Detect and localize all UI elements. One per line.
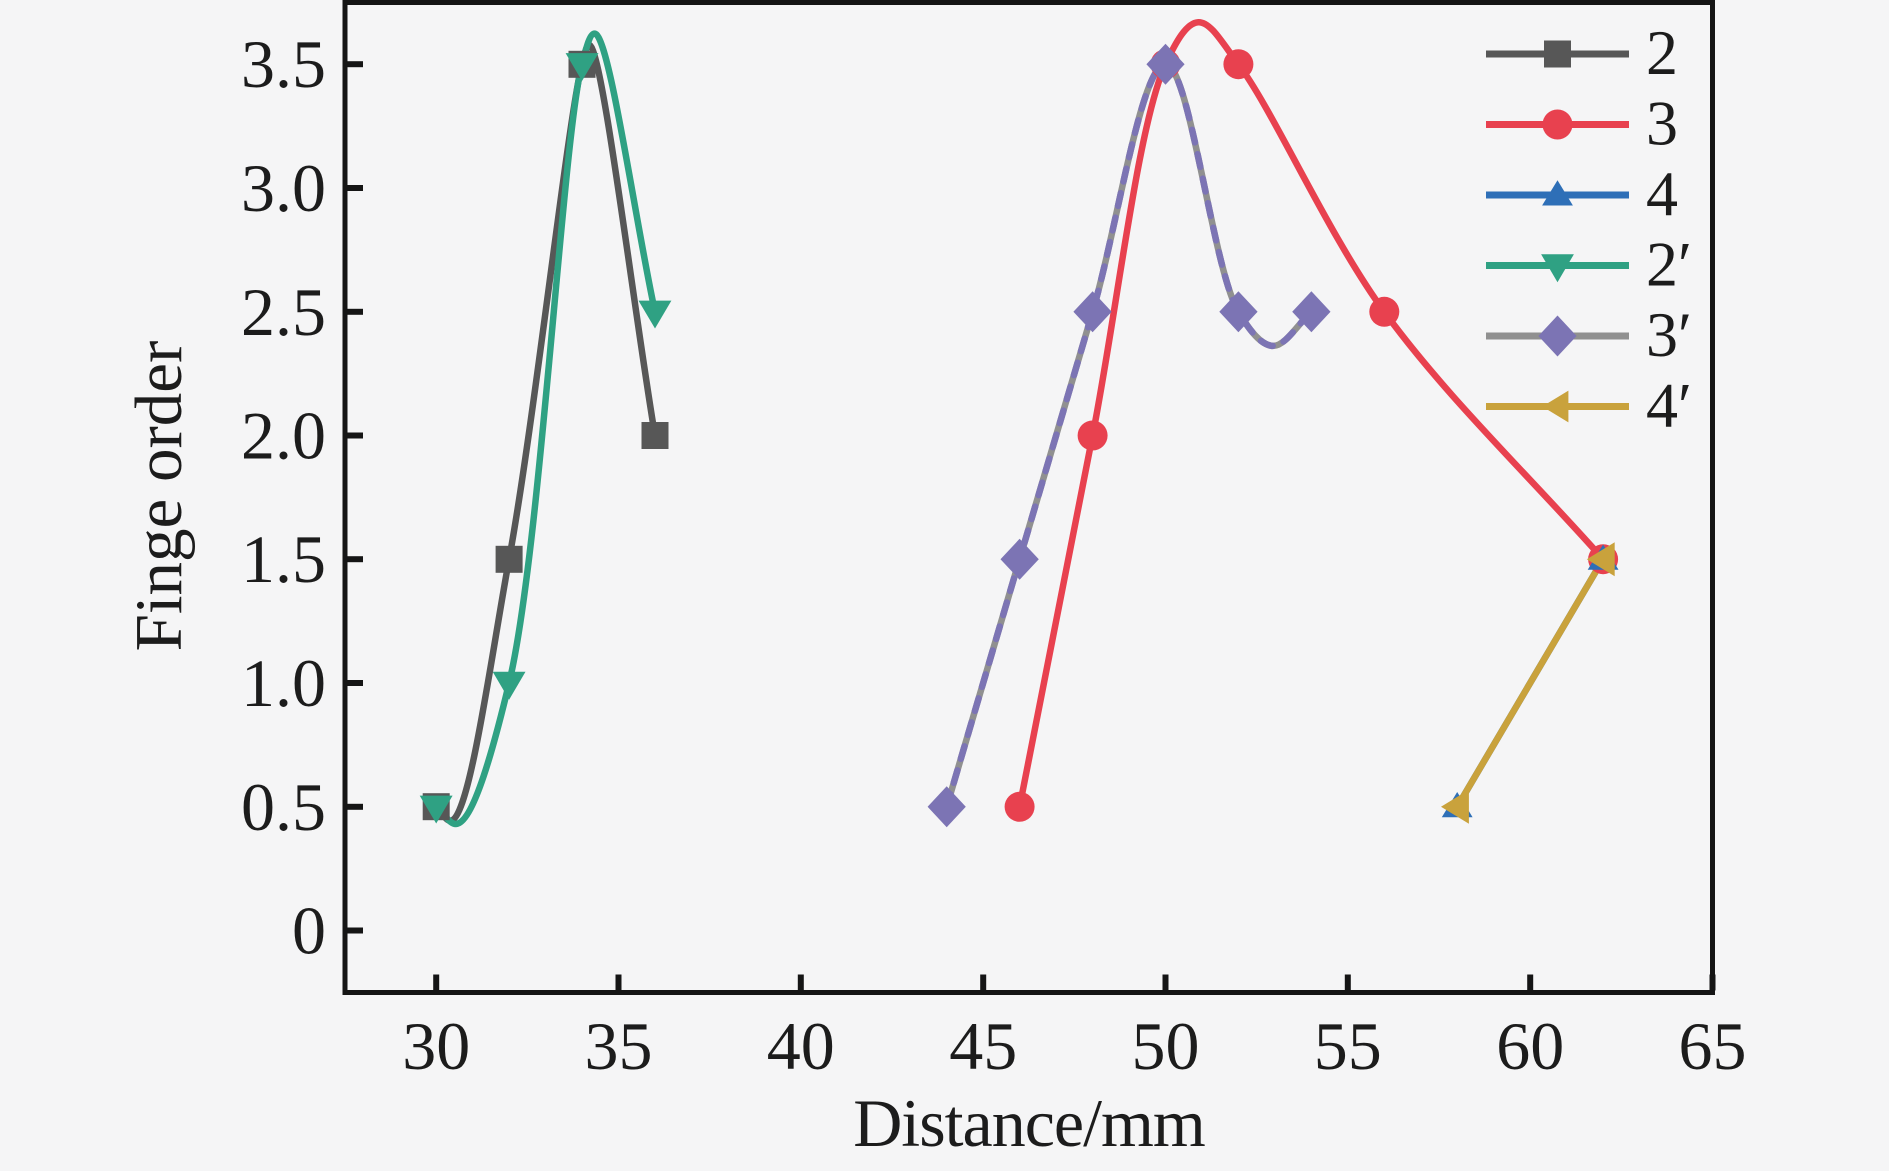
- svg-text:40: 40: [767, 1008, 835, 1084]
- svg-text:4: 4: [1646, 158, 1678, 229]
- svg-text:3.0: 3.0: [241, 150, 326, 226]
- svg-text:2.5: 2.5: [241, 274, 326, 350]
- svg-text:2′: 2′: [1646, 229, 1692, 300]
- svg-text:2: 2: [1646, 17, 1678, 88]
- svg-text:60: 60: [1496, 1008, 1564, 1084]
- svg-text:50: 50: [1132, 1008, 1200, 1084]
- svg-text:0.5: 0.5: [241, 769, 326, 845]
- svg-text:30: 30: [402, 1008, 470, 1084]
- svg-text:Distance/mm: Distance/mm: [853, 1085, 1205, 1161]
- svg-text:3.5: 3.5: [241, 26, 326, 102]
- svg-text:3: 3: [1646, 88, 1678, 159]
- svg-text:3′: 3′: [1646, 299, 1692, 370]
- svg-text:65: 65: [1679, 1008, 1747, 1084]
- svg-text:4′: 4′: [1646, 370, 1692, 441]
- svg-text:45: 45: [949, 1008, 1017, 1084]
- svg-text:1.5: 1.5: [241, 521, 326, 597]
- svg-text:0: 0: [292, 893, 326, 969]
- svg-text:35: 35: [585, 1008, 653, 1084]
- svg-text:2.0: 2.0: [241, 398, 326, 474]
- svg-text:Finge order: Finge order: [122, 341, 196, 652]
- svg-text:55: 55: [1314, 1008, 1382, 1084]
- svg-text:1.0: 1.0: [241, 645, 326, 721]
